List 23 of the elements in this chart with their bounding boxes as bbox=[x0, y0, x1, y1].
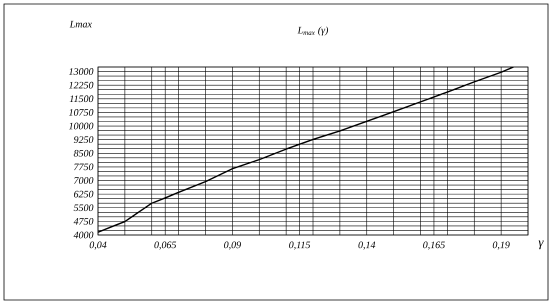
y-tick-label: 9250 bbox=[74, 136, 94, 144]
y-tick-label: 4000 bbox=[74, 232, 94, 238]
x-tick-label: 0,09 bbox=[224, 242, 241, 250]
x-tick-label: 0,19 bbox=[492, 242, 510, 250]
y-tick-label: 6250 bbox=[74, 190, 94, 198]
y-tick-label: 10750 bbox=[68, 109, 94, 116]
y-tick-label: 5500 bbox=[74, 204, 94, 212]
x-tick-label: 0,04 bbox=[90, 242, 107, 250]
y-tick-label: 8500 bbox=[74, 150, 94, 157]
x-tick-label: 0,165 bbox=[423, 242, 445, 250]
y-axis-title: Lmax bbox=[70, 20, 92, 28]
x-tick-label: 0,14 bbox=[358, 242, 376, 250]
x-tick-label: 0,065 bbox=[154, 242, 176, 250]
chart-title: L$_{max}$ (γ) bbox=[298, 26, 328, 36]
y-tick-label: 11500 bbox=[70, 95, 94, 102]
y-tick-label: 7750 bbox=[74, 164, 94, 170]
y-tick-label: 13000 bbox=[68, 68, 94, 75]
x-tick-label: 0,115 bbox=[289, 242, 310, 250]
y-tick-label: 4750 bbox=[74, 218, 94, 225]
x-axis-title: γ bbox=[538, 240, 544, 250]
y-tick-label: 7000 bbox=[74, 177, 94, 184]
y-tick-label: 10000 bbox=[68, 122, 94, 130]
y-tick-label: 12250 bbox=[68, 82, 94, 89]
